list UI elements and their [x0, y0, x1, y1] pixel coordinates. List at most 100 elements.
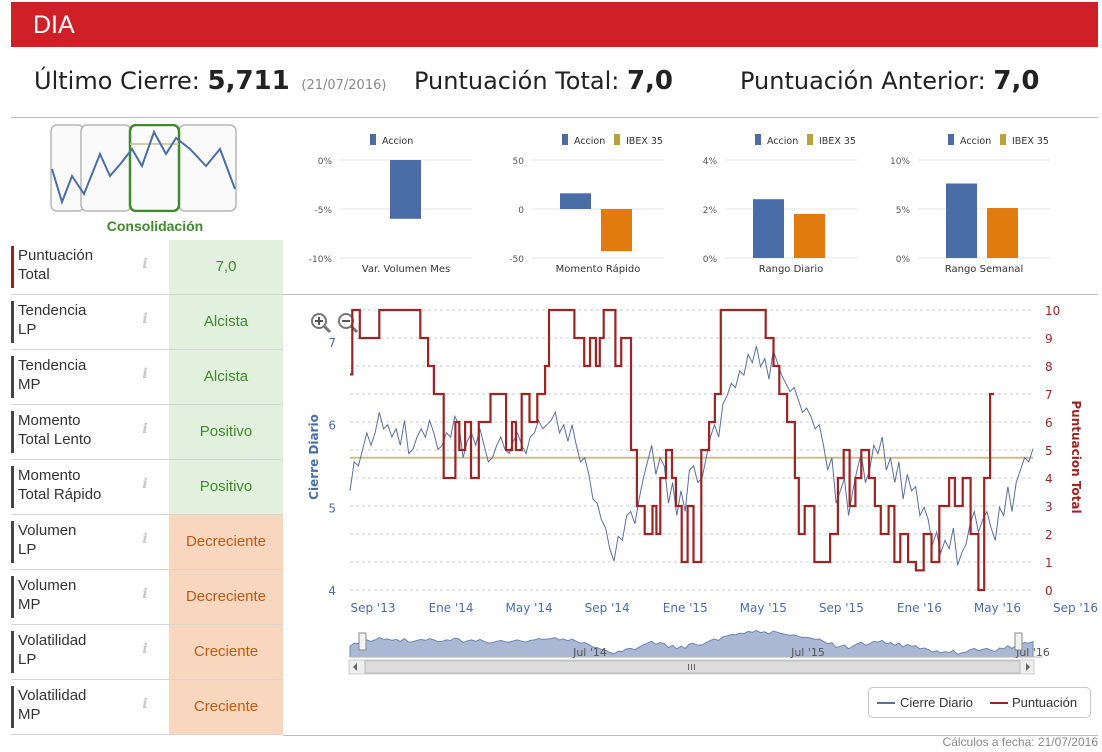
score-label: Volumen LP: [11, 521, 129, 563]
mini-bar[interactable]: [601, 209, 632, 252]
mini-legend-label[interactable]: IBEX 35: [626, 136, 663, 147]
xtick-label: Sep '16: [1053, 601, 1098, 615]
score-row: Momento Total Lento i Positivo: [11, 405, 283, 460]
score-value: Alcista: [169, 350, 283, 404]
info-icon[interactable]: i: [142, 531, 148, 547]
mini-bar[interactable]: [753, 199, 784, 258]
divider-bottom: [283, 735, 1098, 736]
mini-ytick-label: 0%: [703, 255, 718, 265]
stock-title: DIA: [33, 11, 75, 39]
puntuacion-anterior: Puntuación Anterior: 7,0: [740, 66, 1039, 96]
score-row: Volumen MP i Decreciente: [11, 570, 283, 625]
mini-ytick-label: 0%: [318, 157, 333, 167]
score-label-line: Tendencia: [18, 302, 87, 319]
mini-ytick-label: -5%: [314, 206, 332, 216]
series-puntuacion-line[interactable]: [350, 308, 994, 592]
puntuacion-total: Puntuación Total: 7,0: [414, 66, 673, 96]
score-row: Puntuación Total i 7,0: [11, 240, 283, 295]
xtick-label: Ene '14: [429, 601, 474, 615]
score-label-line: Total Rápido: [18, 486, 102, 503]
score-label: Tendencia MP: [11, 356, 129, 398]
mini-bar[interactable]: [390, 160, 421, 219]
info-icon[interactable]: i: [142, 421, 148, 437]
mini-legend-label[interactable]: Accion: [382, 136, 413, 147]
score-label: Momento Total Rápido: [11, 466, 129, 508]
scrollbar-thumb[interactable]: [364, 660, 1021, 674]
legend-cierre-label[interactable]: Cierre Diario: [900, 695, 973, 710]
score-label-line: Volumen: [18, 577, 77, 594]
score-value: Decreciente: [169, 515, 283, 569]
xtick-label: Sep '15: [819, 601, 864, 615]
scroll-left-icon[interactable]: [353, 663, 357, 671]
mini-chart-title: Rango Diario: [759, 264, 823, 275]
zoom-in-icon[interactable]: [311, 313, 332, 334]
title-bar: DIA: [11, 2, 1098, 47]
score-row: Tendencia MP i Alcista: [11, 350, 283, 405]
score-label-line: LP: [18, 541, 37, 558]
ytick-right-label: 1: [1045, 556, 1053, 570]
mini-ytick-label: 50: [513, 157, 525, 167]
ytick-right-label: 2: [1045, 528, 1053, 542]
info-icon[interactable]: i: [142, 641, 148, 657]
pattern-label: Consolidación: [106, 218, 204, 234]
score-label: Tendencia LP: [11, 301, 129, 343]
mini-legend-label[interactable]: Accion: [960, 136, 991, 147]
mini-ytick-label: 4%: [703, 157, 718, 167]
mini-chart-title: Var. Volumen Mes: [362, 264, 450, 275]
legend-puntuacion-swatch: [990, 702, 1008, 704]
xtick-label: May '14: [506, 601, 553, 615]
ytick-right-label: 0: [1045, 584, 1053, 598]
ylabel-right: Puntuacion Total: [1069, 400, 1083, 513]
mini-legend-label[interactable]: IBEX 35: [819, 136, 856, 147]
navigator-handle-right[interactable]: [1014, 632, 1023, 651]
zoom-out-icon[interactable]: [338, 313, 359, 334]
mini-legend-label[interactable]: Accion: [767, 136, 798, 147]
score-label-line: Tendencia: [18, 357, 87, 374]
score-label-line: Total Lento: [18, 431, 92, 448]
summary-bar: Último Cierre: 5,711 (21/07/2016) Puntua…: [0, 62, 1102, 106]
navigator-tick-label: Jul '16: [1015, 646, 1050, 659]
mini-legend-swatch: [807, 134, 813, 145]
score-value: 7,0: [169, 240, 283, 294]
scrollbar[interactable]: [348, 659, 1035, 675]
mini-bar[interactable]: [987, 208, 1018, 258]
mini-legend-label[interactable]: IBEX 35: [1012, 136, 1049, 147]
ylabel-left: Cierre Diario: [307, 414, 321, 500]
mini-ytick-label: -10%: [309, 255, 333, 265]
puntuacion-anterior-label: Puntuación Anterior:: [740, 67, 986, 95]
score-label-line: MP: [18, 596, 41, 613]
mini-legend-swatch: [614, 134, 620, 145]
mini-bar[interactable]: [794, 213, 825, 258]
mini-legend-swatch: [562, 134, 568, 145]
scroll-right-icon[interactable]: [1026, 663, 1030, 671]
series-cierre-line[interactable]: [349, 345, 1034, 566]
mini-bar[interactable]: [946, 183, 977, 258]
score-row: Momento Total Rápido i Positivo: [11, 460, 283, 515]
info-icon[interactable]: i: [142, 586, 148, 602]
score-value: Alcista: [169, 295, 283, 349]
score-label-line: Total: [18, 266, 50, 283]
info-icon[interactable]: i: [142, 256, 148, 272]
mini-chart-3: 4% 2% 0% Accion IBEX 35 Rango Diario: [703, 134, 857, 275]
score-label-line: MP: [18, 706, 41, 723]
score-label-line: Volatilidad: [18, 632, 87, 649]
info-icon[interactable]: i: [142, 696, 148, 712]
info-icon[interactable]: i: [142, 366, 148, 382]
info-icon[interactable]: i: [142, 311, 148, 327]
navigator-area: [349, 629, 1034, 658]
chart-legend: Cierre Diario Puntuación: [868, 687, 1091, 718]
legend-puntuacion-label[interactable]: Puntuación: [1012, 695, 1078, 710]
score-value: Positivo: [169, 405, 283, 459]
ytick-left-label: 4: [328, 584, 336, 598]
navigator-handle-left[interactable]: [358, 632, 367, 651]
mini-legend-swatch: [948, 134, 954, 145]
mini-bar[interactable]: [560, 193, 591, 209]
navigator-tick-label: Jul '14: [572, 646, 607, 659]
puntuacion-anterior-value: 7,0: [993, 66, 1040, 96]
score-label: Momento Total Lento: [11, 411, 129, 453]
navigator[interactable]: Jul '14 Jul '15 Jul '16: [349, 629, 1050, 659]
mini-legend-label[interactable]: Accion: [574, 136, 605, 147]
ultimo-cierre-value: 5,711: [207, 66, 290, 96]
info-icon[interactable]: i: [142, 476, 148, 492]
score-value: Decreciente: [169, 570, 283, 624]
